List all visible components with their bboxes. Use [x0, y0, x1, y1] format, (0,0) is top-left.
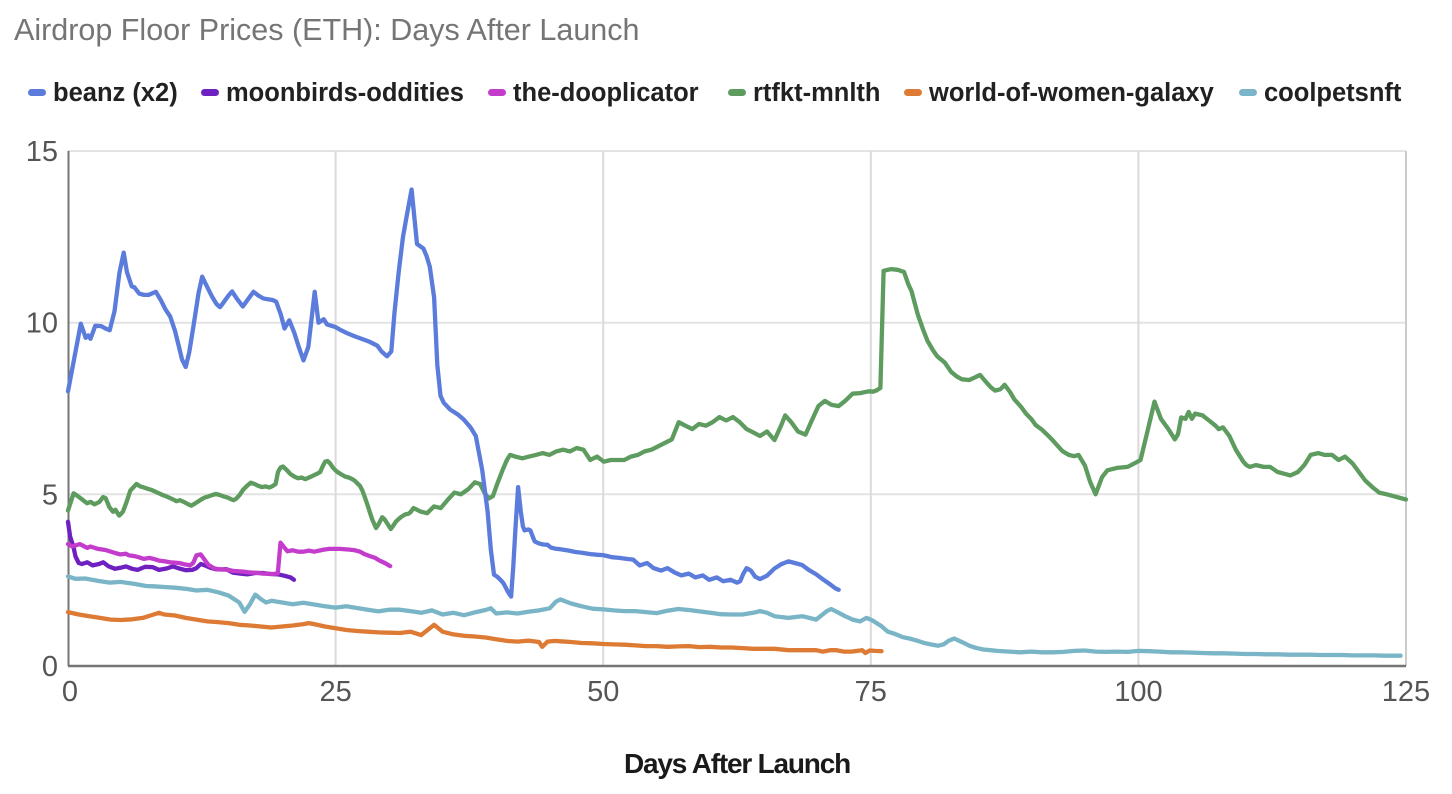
svg-text:0: 0	[62, 676, 78, 708]
svg-text:0: 0	[42, 651, 58, 683]
svg-text:75: 75	[855, 676, 887, 708]
svg-text:10: 10	[26, 308, 58, 340]
svg-text:100: 100	[1114, 676, 1162, 708]
svg-text:125: 125	[1382, 676, 1430, 708]
svg-text:15: 15	[26, 136, 58, 168]
svg-text:5: 5	[42, 479, 58, 511]
svg-text:50: 50	[587, 676, 619, 708]
svg-text:25: 25	[319, 676, 351, 708]
